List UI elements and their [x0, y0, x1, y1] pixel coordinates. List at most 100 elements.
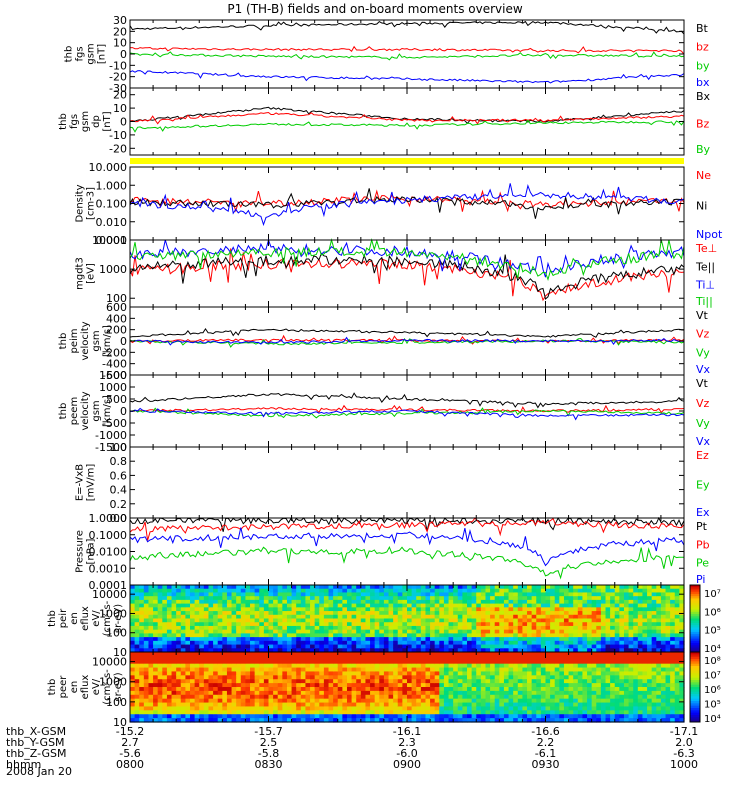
- panel-11-cell: [273, 675, 279, 680]
- panel-11-cell: [614, 659, 620, 665]
- panel-11-cell: [130, 698, 136, 704]
- panel-10-cell: [254, 618, 260, 623]
- panel-11-cell: [600, 679, 607, 684]
- panel-10-cell: [623, 585, 630, 590]
- panel-10-cell: [471, 625, 477, 631]
- panel-11-cell: [370, 694, 376, 700]
- panel-10-cell: [383, 603, 390, 608]
- panel-10-cell: [305, 596, 311, 601]
- panel-10-cell: [180, 633, 186, 638]
- panel-11-cell: [282, 655, 288, 661]
- panel-11-cell: [628, 687, 634, 692]
- panel-10-cell: [443, 614, 450, 620]
- panel-10-cell: [420, 633, 427, 638]
- panel-11-cell: [277, 687, 283, 692]
- panel-11-cell: [582, 687, 588, 692]
- panel-10-cell: [240, 599, 247, 605]
- panel-11-cell: [397, 698, 403, 704]
- panel-11-cell: [508, 714, 514, 719]
- panel-11-cell: [296, 683, 302, 688]
- panel-10-cell: [633, 585, 639, 590]
- panel-11-cell: [199, 718, 205, 723]
- panel-11-cell: [226, 675, 233, 680]
- panel-11-cell: [346, 671, 353, 676]
- panel-10-cell: [259, 625, 265, 631]
- panel-10-cell: [148, 592, 154, 597]
- panel-7-ytick-label: 1500: [99, 369, 127, 382]
- panel-10-cell: [180, 644, 186, 649]
- panel-11-cell: [508, 687, 514, 692]
- panel-11-cell: [203, 683, 210, 688]
- chart-title: P1 (TH-B) fields and on-board moments ov…: [227, 2, 523, 16]
- panel-10-cell: [319, 648, 325, 653]
- panel-11-cell: [185, 694, 191, 700]
- panel-11-cell: [282, 659, 288, 665]
- panel-10-cell: [550, 614, 556, 620]
- panel-11-cell: [471, 714, 477, 719]
- panel-11-cell: [527, 652, 533, 657]
- panel-10-cell: [462, 611, 468, 616]
- panel-10-cell: [222, 644, 228, 649]
- panel-10-cell: [157, 618, 163, 623]
- panel-11-cell: [439, 659, 445, 665]
- panel-11-cell: [420, 663, 427, 669]
- panel-10-cell: [190, 596, 196, 601]
- panel-11-cell: [190, 702, 196, 708]
- panel-11-cell: [591, 675, 597, 680]
- panel-10-cell: [642, 614, 648, 620]
- panel-11-cell: [370, 667, 376, 673]
- panel-11-cell: [647, 663, 653, 669]
- panel-11-cell: [633, 690, 639, 696]
- panel-11-cell: [517, 671, 524, 676]
- panel-11-cell: [305, 683, 311, 688]
- panel-11-cell: [356, 655, 362, 661]
- panel-11-cell: [536, 714, 542, 719]
- panel-10-cell: [679, 618, 685, 623]
- panel-11-cell: [268, 667, 274, 673]
- panel-10-cell: [333, 603, 339, 608]
- panel-10-cell: [623, 640, 630, 646]
- panel-10-cell: [679, 648, 685, 653]
- panel-11-cell: [568, 687, 574, 692]
- panel-11-cell: [490, 663, 496, 669]
- panel-11-cell: [623, 687, 630, 692]
- panel-10-cell: [517, 633, 524, 638]
- panel-11-cell: [231, 687, 237, 692]
- panel-10-cell: [633, 607, 639, 612]
- panel-11-cell: [660, 706, 667, 711]
- panel-10-cell: [467, 588, 473, 594]
- panel-11-cell: [217, 655, 223, 661]
- panel-11-cell: [222, 710, 228, 715]
- panel-10-cell: [536, 625, 542, 631]
- panel-10-cell: [494, 648, 500, 653]
- panel-10-cell: [467, 644, 473, 649]
- panel-11-cell: [397, 714, 403, 719]
- panel-11-cell: [457, 690, 463, 696]
- panel-11-cell: [236, 652, 242, 657]
- panel-10-cell: [517, 618, 524, 623]
- panel-10-cell: [185, 614, 191, 620]
- panel-10-cell: [425, 640, 431, 646]
- panel-11-cell: [467, 652, 473, 657]
- panel-10-cell: [379, 648, 385, 653]
- panel-11-cell: [259, 714, 265, 719]
- panel-11-cell: [660, 714, 667, 719]
- panel-10-cell: [517, 622, 524, 627]
- panel-11-cell: [296, 706, 302, 711]
- panel-10-cell: [540, 607, 547, 612]
- panel-11-cell: [439, 714, 445, 719]
- panel-10-cell: [531, 625, 537, 631]
- panel-10-cell: [323, 592, 330, 597]
- panel-10-cell: [153, 599, 159, 605]
- panel-10-cell: [647, 618, 653, 623]
- panel-10-cell: [356, 637, 362, 642]
- panel-11-cell: [383, 690, 390, 696]
- panel-10-cell: [180, 603, 186, 608]
- panel-11-cell: [522, 718, 528, 723]
- panel-11-cell: [434, 706, 440, 711]
- panel-10-cell: [305, 633, 311, 638]
- panel-11-cell: [559, 671, 565, 676]
- panel-10-cell: [499, 588, 505, 594]
- panel-10-cell: [471, 629, 477, 634]
- panel-10-cell: [383, 611, 390, 616]
